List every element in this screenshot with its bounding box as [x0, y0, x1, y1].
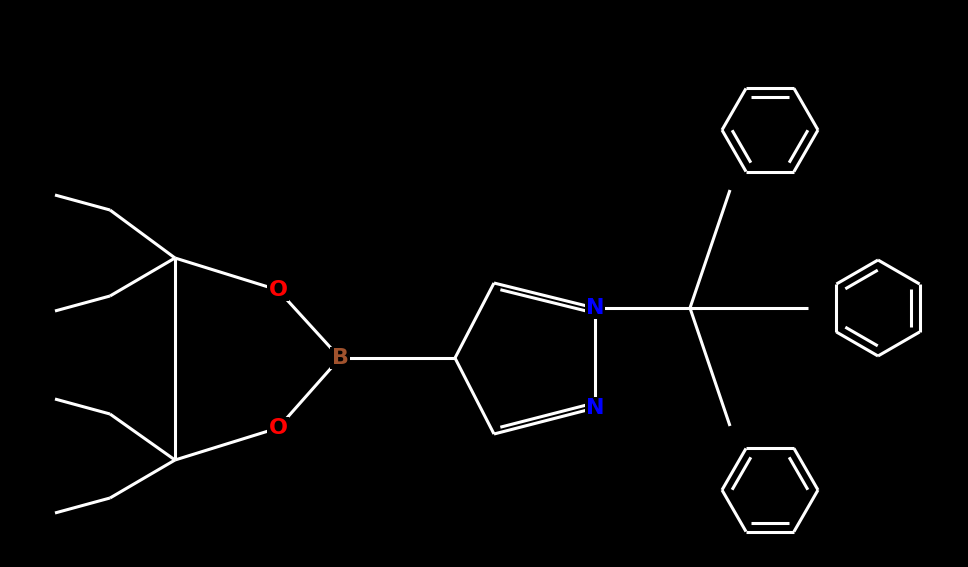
Text: O: O	[268, 280, 287, 300]
Text: N: N	[586, 398, 604, 418]
Text: B: B	[331, 348, 348, 368]
Text: O: O	[268, 418, 287, 438]
Text: N: N	[586, 298, 604, 318]
